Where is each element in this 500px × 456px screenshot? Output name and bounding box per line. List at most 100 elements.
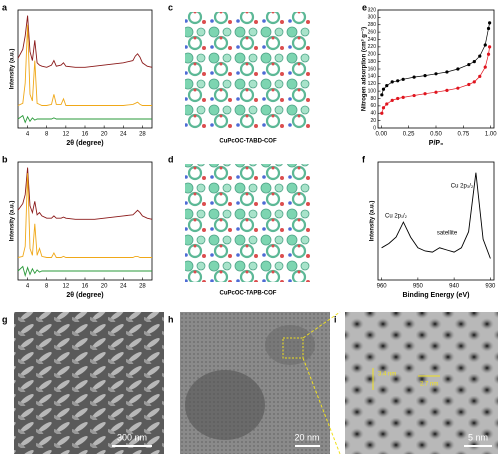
- x-tick-label: 24: [120, 284, 127, 290]
- data-point: [434, 90, 438, 94]
- data-point: [380, 93, 384, 97]
- series-line: [17, 167, 153, 220]
- panel-letter: c: [168, 2, 173, 12]
- data-point: [381, 87, 386, 91]
- annotation: Cu 2p₃/₂: [451, 184, 474, 190]
- x-tick-label: 12: [63, 132, 70, 138]
- panel-letter: h: [168, 314, 174, 324]
- data-point: [467, 82, 471, 87]
- data-point: [488, 45, 492, 49]
- x-tick-label: 4: [26, 132, 30, 138]
- x-tick-label: 20: [101, 284, 108, 290]
- data-point: [445, 70, 449, 74]
- y-tick-label: 120: [368, 81, 377, 87]
- x-tick-label: 0.75: [458, 132, 470, 138]
- x-tick-label: 20: [101, 132, 108, 138]
- panel-letter: g: [2, 314, 8, 324]
- y-tick-label: 160: [368, 66, 377, 72]
- y-tick-label: 260: [368, 29, 377, 35]
- lattice-image: [345, 312, 498, 454]
- caption: CuPcOC-TAPB-COF: [220, 291, 277, 297]
- data-point: [401, 77, 405, 81]
- x-tick-label: 0.25: [403, 132, 415, 138]
- data-point: [390, 80, 394, 84]
- y-tick-label: 40: [370, 111, 376, 117]
- data-point: [385, 102, 389, 106]
- data-point: [488, 21, 492, 25]
- particle: [185, 370, 265, 440]
- data-point: [472, 60, 476, 64]
- y-tick-label: 20: [370, 118, 376, 124]
- data-point: [380, 111, 384, 115]
- data-point: [483, 43, 487, 47]
- data-point: [412, 75, 416, 79]
- series-line: [17, 15, 153, 68]
- y-tick-label: 280: [368, 22, 377, 28]
- x-tick-label: 0.50: [430, 132, 442, 138]
- data-point: [396, 96, 400, 101]
- series-line: [17, 114, 152, 124]
- panel-letter: d: [168, 154, 174, 164]
- panel-letter: e: [362, 2, 367, 12]
- panel-letter: i: [334, 314, 337, 324]
- annotation: satellite: [437, 231, 458, 237]
- y-tick-label: 180: [368, 59, 377, 65]
- scale-label: 20 nm: [294, 432, 319, 442]
- scale-label: 5 nm: [468, 432, 488, 442]
- y-tick-label: 0: [373, 125, 376, 131]
- x-tick-label: 1.00: [485, 132, 497, 138]
- y-tick-label: 60: [370, 103, 376, 109]
- y-axis-label: Intensity (a.u.): [10, 201, 16, 242]
- particle: [265, 325, 315, 365]
- data-point: [434, 72, 438, 76]
- data-point: [478, 54, 482, 58]
- series-line: [17, 173, 152, 258]
- y-tick-label: 220: [368, 44, 377, 50]
- x-axis-label: 2θ (degree): [66, 292, 103, 299]
- y-tick-label: 240: [368, 37, 377, 43]
- data-point: [456, 86, 460, 90]
- x-tick-label: 950: [413, 284, 424, 290]
- scale-label: 300 nm: [117, 432, 147, 442]
- x-tick-label: 960: [377, 284, 388, 290]
- caption: CuPcOC-TABD-COF: [219, 139, 277, 145]
- data-point: [486, 52, 491, 56]
- y-axis-label: Intensity (a.u.): [10, 49, 16, 90]
- x-axis-label: Binding Energy (eV): [403, 292, 470, 299]
- annotation: Cu 2p₁/₂: [385, 214, 408, 220]
- series-line: [17, 265, 152, 278]
- x-tick-label: 28: [139, 284, 146, 290]
- data-point: [401, 95, 405, 99]
- plot-frame: [377, 9, 495, 129]
- panel-letter: f: [362, 154, 366, 164]
- data-point: [396, 79, 400, 83]
- x-tick-label: 16: [82, 132, 89, 138]
- x-axis-label: P/P₀: [429, 140, 443, 147]
- x-axis-label: 2θ (degree): [66, 140, 103, 147]
- y-tick-label: 320: [368, 7, 377, 13]
- structure-image: [185, 12, 310, 130]
- zoom-line: [302, 311, 341, 339]
- data-point: [390, 98, 394, 102]
- x-tick-label: 930: [485, 284, 496, 290]
- series-line: [381, 22, 490, 95]
- zoom-line: [302, 357, 341, 455]
- series-line: [381, 172, 491, 259]
- x-tick-label: 8: [45, 132, 49, 138]
- panel-letter: b: [2, 154, 8, 164]
- x-tick-label: 28: [139, 132, 146, 138]
- y-axis-label: Nitrogen adsorption (cm³ g⁻¹): [361, 27, 368, 111]
- y-tick-label: 80: [370, 96, 376, 102]
- x-tick-label: 16: [82, 284, 89, 290]
- dimension-label: 3.4 nm: [378, 372, 396, 378]
- data-point: [412, 93, 416, 98]
- x-tick-label: 8: [45, 284, 49, 290]
- panel-letter: a: [2, 2, 8, 12]
- x-tick-label: 0.00: [375, 132, 387, 138]
- x-tick-label: 940: [449, 284, 460, 290]
- x-tick-label: 4: [26, 284, 30, 290]
- zoom-box: [282, 337, 304, 359]
- x-tick-label: 24: [120, 132, 127, 138]
- data-point: [472, 80, 476, 84]
